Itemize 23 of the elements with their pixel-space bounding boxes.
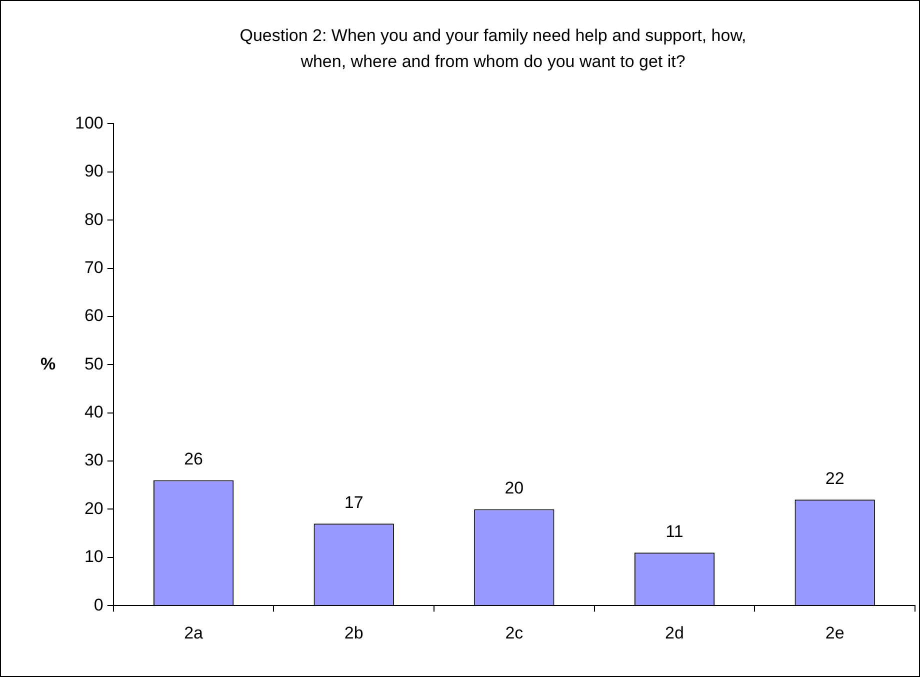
data-label: 17 xyxy=(344,492,364,512)
y-tick-label: 50 xyxy=(84,354,104,374)
y-tick-label: 80 xyxy=(84,210,104,229)
y-tick-label: 20 xyxy=(84,498,104,518)
x-tick-label: 2e xyxy=(825,623,844,642)
data-label: 11 xyxy=(666,522,684,541)
x-tick-label: 2a xyxy=(184,623,204,642)
y-tick-label: 30 xyxy=(84,450,104,470)
chart-title: Question 2: When you and your family need help and support, how, when, where and from whom do you want to get it? xyxy=(240,26,746,72)
y-tick-label: 90 xyxy=(84,162,104,181)
y-tick-label: 70 xyxy=(84,258,104,277)
x-tick-label: 2d xyxy=(665,623,684,642)
y-tick-label: 10 xyxy=(84,547,104,566)
data-label: 20 xyxy=(504,478,524,498)
y-tick-label: 40 xyxy=(84,402,104,422)
x-tick-label: 2b xyxy=(344,623,364,642)
data-label: 22 xyxy=(825,468,844,488)
y-tick-label: 0 xyxy=(94,595,104,614)
y-tick-label: 60 xyxy=(84,306,104,326)
x-tick-label: 2c xyxy=(505,623,524,642)
y-tick-label: 100 xyxy=(74,113,104,132)
data-label: 26 xyxy=(184,449,203,468)
y-axis-title: % xyxy=(40,354,56,374)
